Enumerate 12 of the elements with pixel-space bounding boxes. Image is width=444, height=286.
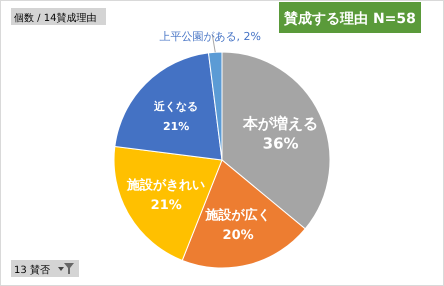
slice-label: 施設がきれい bbox=[126, 176, 206, 193]
data-label: 21% bbox=[163, 120, 190, 134]
slice-label: 近くなる bbox=[153, 100, 198, 114]
data-label: 21% bbox=[150, 198, 182, 213]
slice-label: 施設が広く bbox=[204, 206, 271, 223]
data-label: 20% bbox=[222, 228, 254, 243]
slice-label: 本が増える bbox=[242, 114, 318, 132]
data-label: 36% bbox=[262, 134, 299, 152]
text: 個数 / 14賛成理由 bbox=[14, 12, 96, 24]
slice-label: 上平公園がある, 2% bbox=[159, 30, 261, 43]
text: 13 賛否 bbox=[14, 264, 50, 276]
chart-title: 賛成する理由 N=58 bbox=[283, 11, 416, 27]
